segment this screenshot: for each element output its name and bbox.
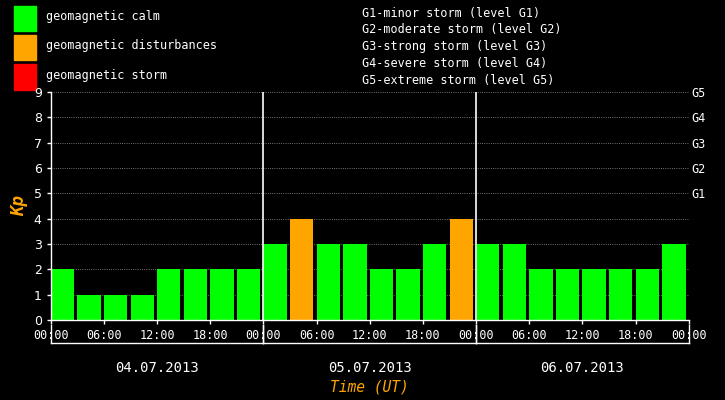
Bar — [263, 244, 287, 320]
Bar — [317, 244, 340, 320]
Bar — [502, 244, 526, 320]
Text: Time (UT): Time (UT) — [331, 379, 409, 394]
Bar — [529, 269, 552, 320]
Text: G1-minor storm (level G1): G1-minor storm (level G1) — [362, 6, 541, 20]
Bar — [210, 269, 233, 320]
Bar — [397, 269, 420, 320]
Text: G5-extreme storm (level G5): G5-extreme storm (level G5) — [362, 74, 555, 87]
Text: G3-strong storm (level G3): G3-strong storm (level G3) — [362, 40, 548, 53]
Bar — [51, 269, 74, 320]
Bar — [343, 244, 367, 320]
Bar — [450, 219, 473, 320]
Bar — [476, 244, 500, 320]
Text: 05.07.2013: 05.07.2013 — [328, 361, 412, 375]
FancyBboxPatch shape — [14, 64, 36, 90]
Bar — [290, 219, 313, 320]
Bar — [130, 295, 154, 320]
Bar — [636, 269, 659, 320]
Text: geomagnetic storm: geomagnetic storm — [46, 69, 167, 82]
Text: geomagnetic disturbances: geomagnetic disturbances — [46, 40, 218, 52]
Text: 04.07.2013: 04.07.2013 — [115, 361, 199, 375]
Bar — [423, 244, 447, 320]
Bar — [662, 244, 686, 320]
Text: G2-moderate storm (level G2): G2-moderate storm (level G2) — [362, 23, 562, 36]
Bar — [370, 269, 393, 320]
FancyBboxPatch shape — [14, 6, 36, 31]
Bar — [104, 295, 128, 320]
Y-axis label: Kp: Kp — [10, 196, 28, 216]
Bar — [582, 269, 606, 320]
Bar — [609, 269, 632, 320]
Bar — [183, 269, 207, 320]
Bar — [556, 269, 579, 320]
Text: G4-severe storm (level G4): G4-severe storm (level G4) — [362, 57, 548, 70]
Text: geomagnetic calm: geomagnetic calm — [46, 10, 160, 23]
FancyBboxPatch shape — [14, 35, 36, 60]
Bar — [78, 295, 101, 320]
Bar — [157, 269, 181, 320]
Text: 06.07.2013: 06.07.2013 — [541, 361, 624, 375]
Bar — [237, 269, 260, 320]
